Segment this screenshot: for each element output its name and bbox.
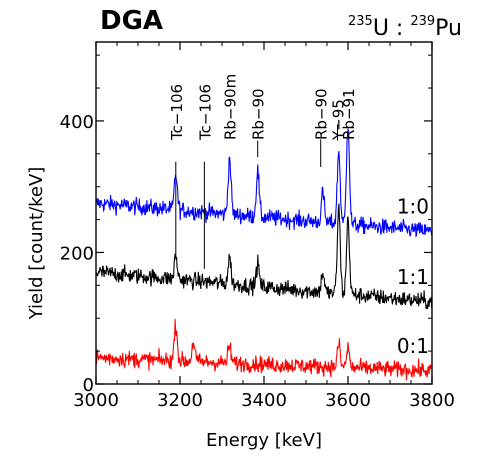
x-tick-label-2: 3400 [241,390,287,411]
series-line-2 [96,318,432,381]
ratio-sep: : [388,16,411,41]
ratio-iso2: 239 [410,14,436,29]
series-label-0: 1:0 [397,194,429,218]
y-tick-label-1: 200 [60,243,94,264]
series-label-2: 0:1 [397,334,429,358]
ratio-el2: Pu [435,16,462,41]
ratio-el1: U [372,16,389,41]
series-line-1 [96,203,432,310]
peak-label-1: Tc−106 [196,84,214,141]
series-label-1: 1:1 [397,265,429,289]
peak-label-5: Y−95 [330,99,348,141]
panel-label: DGA [100,6,164,36]
x-tick-label-1: 3200 [157,390,203,411]
y-tick-label-0: 0 [83,375,94,396]
series-line-0 [96,128,432,238]
x-tick-label-3: 3600 [325,390,371,411]
x-tick-label-0: 3000 [73,390,119,411]
peak-label-0: Tc−106 [168,84,186,141]
peak-label-4: Rb−90 [313,88,331,140]
y-axis-label: Yield [count/keV] [26,167,47,321]
peak-label-3: Rb−90 [250,88,268,140]
x-tick-label-4: 3800 [409,390,455,411]
x-axis-label: Energy [keV] [206,430,322,451]
ratio-iso1: 235 [348,14,373,29]
peak-label-2: Rb−90m [222,74,240,140]
y-tick-label-2: 400 [60,112,94,133]
peak-label-6: Rb−91 [340,88,358,140]
ratio-label: 235U : 239Pu [348,14,462,41]
